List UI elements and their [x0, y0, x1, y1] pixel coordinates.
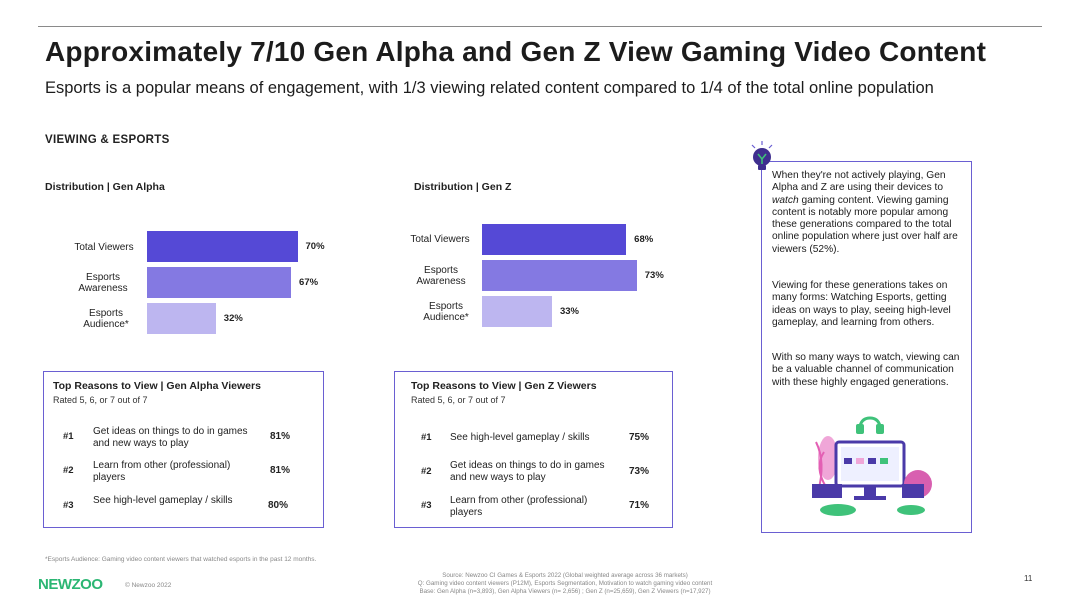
- reason-percent: 81%: [270, 431, 291, 442]
- bar-gen-z-esports-awareness: [482, 260, 637, 291]
- top-rule: [38, 26, 1042, 27]
- reason-percent: 80%: [268, 500, 289, 511]
- bar-gen-z-total-viewers: [482, 224, 627, 255]
- reason-rank: #1: [63, 431, 74, 442]
- bar-category-label: Total Viewers: [74, 242, 134, 253]
- reason-text: Learn from other (professional) players: [450, 495, 588, 518]
- reason-text: Get ideas on things to do in games and n…: [93, 426, 248, 449]
- gaming-illustration: [812, 416, 932, 516]
- page-number: 11: [1024, 574, 1033, 583]
- reason-rank: #2: [421, 466, 432, 477]
- bar-category-label: Esports Awareness: [78, 272, 128, 294]
- sidebar-paragraph-2: Viewing for these generations takes on m…: [772, 280, 951, 328]
- bar-value-label: 33%: [559, 306, 579, 317]
- bar-value-label: 68%: [634, 234, 654, 245]
- bar-category-label: Esports Audience*: [83, 308, 129, 330]
- reason-text: See high-level gameplay / skills: [93, 495, 233, 506]
- reason-percent: 71%: [629, 500, 650, 511]
- reason-text: Learn from other (professional) players: [93, 460, 231, 483]
- copyright: © Newzoo 2022: [125, 582, 172, 589]
- page-subtitle: Esports is a popular means of engagement…: [45, 79, 934, 97]
- bar-gen-alpha-esports-awareness: [147, 267, 292, 298]
- bar-value-label: 73%: [644, 270, 664, 281]
- reasons-box-gen-z: Top Reasons to View | Gen Z Viewers Rate…: [394, 371, 673, 528]
- footnote: *Esports Audience: Gaming video content …: [45, 556, 317, 563]
- bar-category-label: Total Viewers: [410, 234, 470, 245]
- bar-value-label: 70%: [305, 241, 325, 252]
- reasons-subtitle: Rated 5, 6, or 7 out of 7: [411, 395, 506, 405]
- bar-gen-z-esports-audience: [482, 296, 552, 327]
- reason-rank: #2: [63, 465, 74, 476]
- chart-title-gen-z: Distribution | Gen Z: [414, 181, 512, 193]
- reasons-box-gen-alpha: Top Reasons to View | Gen Alpha Viewers …: [43, 371, 324, 528]
- chart-title-gen-alpha: Distribution | Gen Alpha: [45, 181, 165, 193]
- page-title: Approximately 7/10 Gen Alpha and Gen Z V…: [45, 36, 987, 67]
- source-notes: Source: Newzoo CI Games & Esports 2022 (…: [417, 572, 713, 595]
- reason-text: See high-level gameplay / skills: [450, 432, 590, 443]
- section-label: VIEWING & ESPORTS: [45, 134, 170, 146]
- reasons-subtitle: Rated 5, 6, or 7 out of 7: [53, 395, 148, 405]
- reason-rank: #3: [421, 500, 432, 511]
- bar-category-label: Esports Audience*: [423, 301, 469, 323]
- lightbulb-icon: [751, 141, 773, 170]
- reasons-title: Top Reasons to View | Gen Z Viewers: [411, 380, 597, 392]
- bar-value-label: 32%: [223, 313, 243, 324]
- bar-gen-alpha-total-viewers: [147, 231, 298, 262]
- reason-rank: #3: [63, 500, 74, 511]
- newzoo-logo: NEWZOO: [38, 576, 103, 593]
- reasons-title: Top Reasons to View | Gen Alpha Viewers: [53, 380, 261, 392]
- reason-percent: 73%: [629, 466, 650, 477]
- bar-value-label: 67%: [299, 277, 319, 288]
- reason-rank: #1: [421, 432, 432, 443]
- sidebar-paragraph-3: With so many ways to watch, viewing can …: [772, 352, 960, 388]
- bar-category-label: Esports Awareness: [416, 265, 466, 287]
- reason-text: Get ideas on things to do in games and n…: [450, 460, 605, 483]
- sidebar-paragraph-1: When they're not actively playing, Gen A…: [772, 170, 958, 255]
- bar-gen-alpha-esports-audience: [147, 303, 216, 334]
- reason-percent: 81%: [270, 465, 291, 476]
- reason-percent: 75%: [629, 432, 650, 443]
